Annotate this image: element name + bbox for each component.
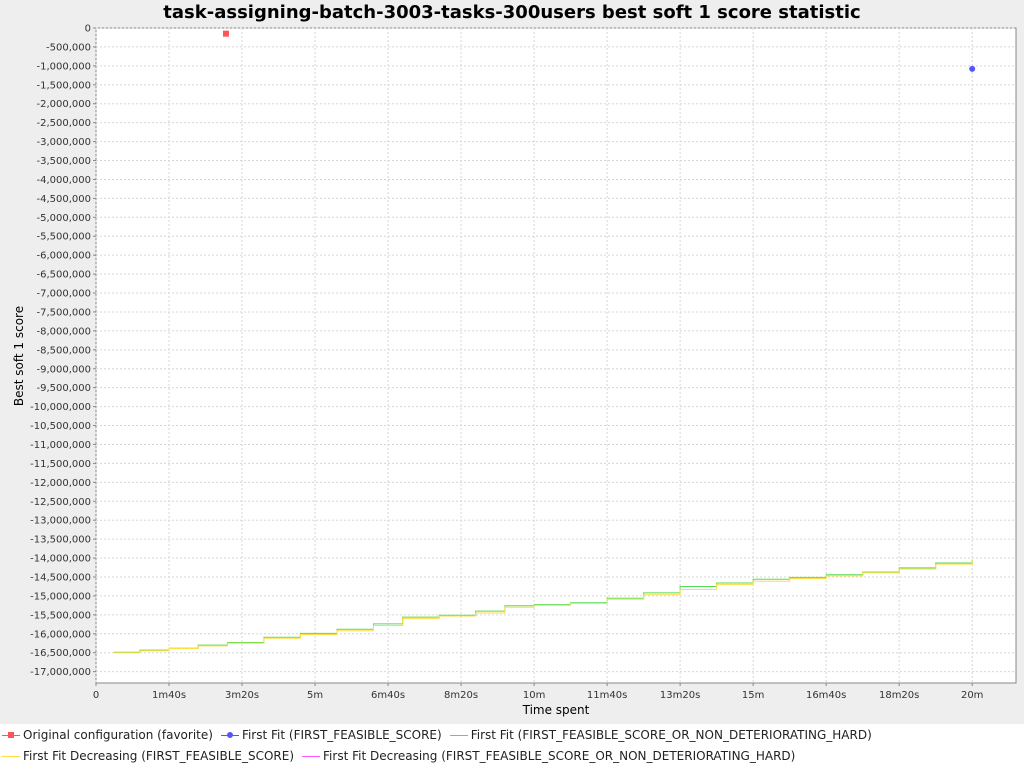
x-tick-label: 11m40s (587, 690, 627, 701)
y-tick-label: -5,000,000 (36, 213, 91, 224)
x-tick-label: 5m (307, 690, 323, 701)
y-tick-label: -2,500,000 (36, 118, 91, 129)
x-tick-label: 1m40s (152, 690, 186, 701)
y-tick-label: -12,500,000 (30, 497, 91, 508)
y-tick-label: -7,000,000 (36, 289, 91, 300)
legend-swatch-line-icon (2, 751, 20, 761)
y-tick-label: -4,000,000 (36, 175, 91, 186)
legend-swatch-circle-icon (220, 730, 239, 740)
x-tick-label: 15m (742, 690, 764, 701)
legend: Original configuration (favorite) First … (0, 724, 1024, 768)
y-axis-label: Best soft 1 score (12, 306, 26, 406)
y-tick-label: -8,000,000 (36, 326, 91, 337)
y-tick-label: -3,500,000 (36, 156, 91, 167)
legend-label: First Fit (FIRST_FEASIBLE_SCORE_OR_NON_D… (470, 728, 872, 742)
x-tick-label: 8m20s (444, 690, 478, 701)
x-tick-label: 13m20s (660, 690, 700, 701)
legend-label: First Fit (FIRST_FEASIBLE_SCORE) (241, 728, 442, 742)
legend-row-1: Original configuration (favorite) First … (2, 725, 880, 745)
y-tick-label: -16,500,000 (30, 648, 91, 659)
series-line-3 (113, 560, 973, 654)
y-tick-label: -5,500,000 (36, 232, 91, 243)
y-tick-label: -17,000,000 (30, 667, 91, 678)
y-tick-label: -6,500,000 (36, 270, 91, 281)
y-tick-label: -10,000,000 (30, 402, 91, 413)
legend-swatch-square-icon (2, 730, 20, 740)
legend-row-2: First Fit Decreasing (FIRST_FEASIBLE_SCO… (2, 746, 803, 766)
series-layer (113, 30, 976, 654)
legend-item-first-fit-decreasing-non-deteriorating: First Fit Decreasing (FIRST_FEASIBLE_SCO… (302, 749, 795, 763)
legend-label: Original configuration (favorite) (23, 728, 213, 742)
y-tick-label: -15,500,000 (30, 610, 91, 621)
x-tick-label: 18m20s (879, 690, 919, 701)
y-tick-label: -9,500,000 (36, 383, 91, 394)
x-tick-label: 10m (523, 690, 545, 701)
y-tick-label: -10,500,000 (30, 421, 91, 432)
y-tick-label: -11,000,000 (30, 440, 91, 451)
y-tick-label: -9,000,000 (36, 364, 91, 375)
plot-area (95, 27, 1017, 684)
y-tick-label: -11,500,000 (30, 459, 91, 470)
y-tick-label: -500,000 (46, 42, 91, 53)
legend-label: First Fit Decreasing (FIRST_FEASIBLE_SCO… (323, 749, 796, 763)
x-tick-label: 6m40s (371, 690, 405, 701)
y-tick-label: 0 (85, 24, 91, 35)
x-axis-label: Time spent (522, 703, 590, 717)
legend-item-original-configuration: Original configuration (favorite) (2, 728, 213, 742)
y-tick-label: -4,500,000 (36, 194, 91, 205)
legend-label: First Fit Decreasing (FIRST_FEASIBLE_SCO… (23, 749, 295, 763)
x-tick-label: 16m40s (806, 690, 846, 701)
y-tick-label: -7,500,000 (36, 307, 91, 318)
y-tick-label: -6,000,000 (36, 251, 91, 262)
chart: task-assigning-batch-3003-tasks-300users… (12, 2, 1017, 717)
y-tick-label: -1,500,000 (36, 80, 91, 91)
y-tick-label: -8,500,000 (36, 345, 91, 356)
legend-item-first-fit: First Fit (FIRST_FEASIBLE_SCORE) (220, 728, 442, 742)
y-axis-ticks: 0 -500,000 -1,000,000 -1,500,000 -2,000,000 -… (30, 24, 96, 678)
grid (95, 27, 1016, 683)
legend-swatch-line-icon (449, 730, 468, 740)
y-tick-label: -3,000,000 (36, 137, 91, 148)
x-tick-label: 3m20s (225, 690, 259, 701)
legend-swatch-line-icon (302, 751, 321, 761)
x-tick-label: 0 (93, 690, 99, 701)
y-tick-label: -14,500,000 (30, 572, 91, 583)
y-tick-label: -13,000,000 (30, 516, 91, 527)
x-tick-label: 20m (961, 690, 983, 701)
y-tick-label: -1,000,000 (36, 61, 91, 72)
x-axis-ticks: 0 1m40s 3m20s 5m 6m40s 8m20s 10m 11m40s 13m20s 15… (93, 683, 983, 701)
y-tick-label: -12,000,000 (30, 478, 91, 489)
legend-item-first-fit-non-deteriorating: First Fit (FIRST_FEASIBLE_SCORE_OR_NON_D… (449, 728, 872, 742)
y-tick-label: -14,000,000 (30, 554, 91, 565)
y-tick-label: -13,500,000 (30, 535, 91, 546)
data-point-circle (969, 65, 976, 72)
y-tick-label: -16,000,000 (30, 629, 91, 640)
y-tick-label: -2,000,000 (36, 99, 91, 110)
chart-title: task-assigning-batch-3003-tasks-300users… (163, 2, 860, 23)
legend-item-first-fit-decreasing: First Fit Decreasing (FIRST_FEASIBLE_SCO… (2, 749, 294, 763)
data-point-square (222, 30, 229, 37)
y-tick-label: -15,000,000 (30, 591, 91, 602)
